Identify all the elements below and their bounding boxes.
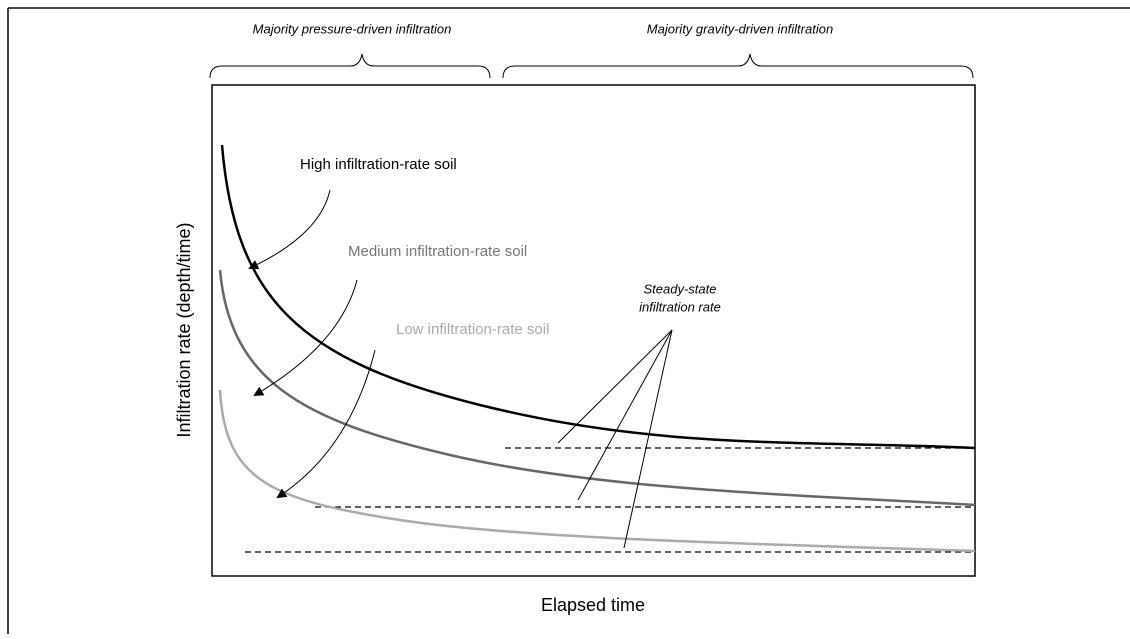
arrow-low <box>276 349 376 499</box>
annotation-lines <box>557 329 673 549</box>
brace-left <box>209 53 491 79</box>
curve-medium <box>218 269 976 507</box>
pointer-low <box>623 329 673 549</box>
pointer-high <box>557 329 673 444</box>
y-axis-label: Infiltration rate (depth/time) <box>174 222 194 437</box>
pointer-medium <box>577 329 673 501</box>
curve-high <box>220 144 976 450</box>
steady-lines <box>245 447 975 553</box>
label-high: High infiltration-rate soil <box>300 156 457 173</box>
header-left: Majority pressure-driven infiltration <box>253 21 452 36</box>
arrow-high <box>248 189 331 270</box>
curve-low <box>218 389 976 553</box>
label-low: Low infiltration-rate soil <box>396 321 549 338</box>
annotation-line2: infiltration rate <box>639 299 721 314</box>
brace-right <box>502 53 974 79</box>
annotation-line1: Steady-state <box>644 281 717 296</box>
label-medium: Medium infiltration-rate soil <box>348 243 527 260</box>
arrow-medium <box>253 279 358 397</box>
plot-box <box>211 84 976 577</box>
header-right: Majority gravity-driven infiltration <box>647 21 833 36</box>
x-axis-label: Elapsed time <box>541 595 645 615</box>
